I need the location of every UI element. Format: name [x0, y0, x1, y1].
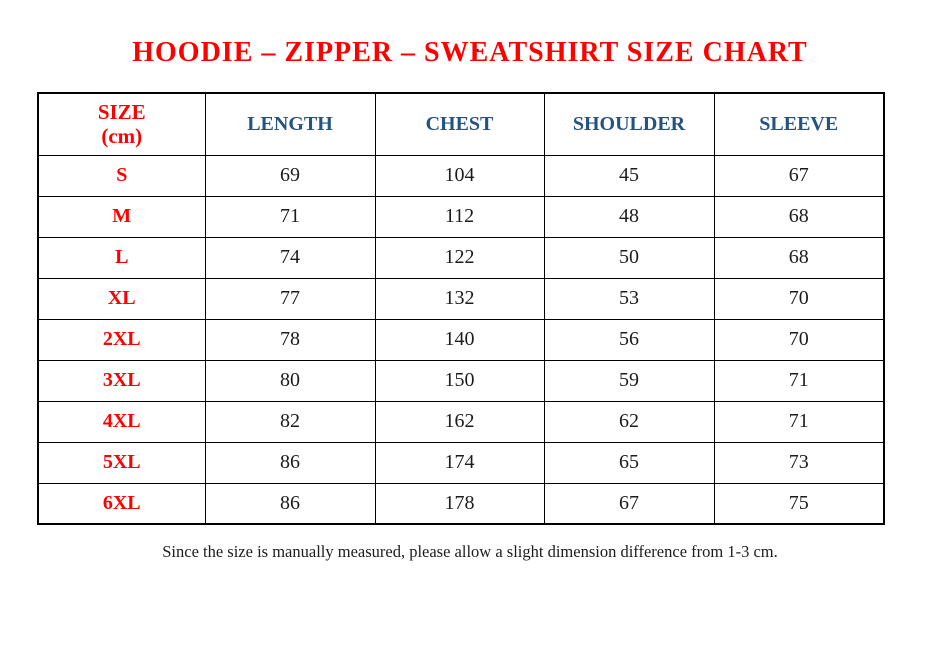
page-title: HOODIE – ZIPPER – SWEATSHIRT SIZE CHART	[132, 37, 808, 68]
size-cell: S	[37, 154, 206, 197]
length-cell: 74	[204, 236, 376, 279]
table-row-6xl: 6XL 86 178 67 75	[37, 482, 885, 525]
table-row-l: L 74 122 50 68	[37, 236, 885, 279]
size-cell: 6XL	[37, 482, 206, 525]
sleeve-cell: 73	[713, 441, 885, 484]
chest-cell: 174	[374, 441, 545, 484]
column-header-chest: CHEST	[374, 92, 545, 156]
table-row-xl: XL 77 132 53 70	[37, 277, 885, 320]
table-row-3xl: 3XL 80 150 59 71	[37, 359, 885, 402]
sleeve-cell: 68	[713, 195, 885, 238]
size-cell: L	[37, 236, 206, 279]
chest-cell: 122	[374, 236, 545, 279]
chest-cell: 132	[374, 277, 545, 320]
length-cell: 69	[204, 154, 376, 197]
shoulder-cell: 67	[543, 482, 715, 525]
sleeve-cell: 70	[713, 277, 885, 320]
chest-cell: 140	[374, 318, 545, 361]
chest-cell: 104	[374, 154, 545, 197]
chest-cell: 150	[374, 359, 545, 402]
column-header-shoulder: SHOULDER	[543, 92, 715, 156]
sleeve-cell: 67	[713, 154, 885, 197]
shoulder-cell: 48	[543, 195, 715, 238]
chest-cell: 178	[374, 482, 545, 525]
measurement-disclaimer: Since the size is manually measured, ple…	[162, 542, 778, 561]
length-cell: 86	[204, 482, 376, 525]
column-header-size: SIZE (cm)	[37, 92, 206, 156]
size-cell: 4XL	[37, 400, 206, 443]
chest-cell: 112	[374, 195, 545, 238]
size-cell: M	[37, 195, 206, 238]
size-cell: 2XL	[37, 318, 206, 361]
size-cell: XL	[37, 277, 206, 320]
shoulder-cell: 62	[543, 400, 715, 443]
length-cell: 78	[204, 318, 376, 361]
table-row-2xl: 2XL 78 140 56 70	[37, 318, 885, 361]
size-cell: 3XL	[37, 359, 206, 402]
table-row-5xl: 5XL 86 174 65 73	[37, 441, 885, 484]
shoulder-cell: 45	[543, 154, 715, 197]
chest-cell: 162	[374, 400, 545, 443]
shoulder-cell: 50	[543, 236, 715, 279]
table-row-s: S 69 104 45 67	[37, 154, 885, 197]
table-row-4xl: 4XL 82 162 62 71	[37, 400, 885, 443]
size-header-line2: (cm)	[101, 124, 143, 149]
size-cell: 5XL	[37, 441, 206, 484]
sleeve-cell: 75	[713, 482, 885, 525]
shoulder-cell: 59	[543, 359, 715, 402]
header-row: SIZE (cm) LENGTH CHEST SHOULDER SLEEVE	[37, 92, 885, 156]
sleeve-cell: 70	[713, 318, 885, 361]
column-header-length: LENGTH	[204, 92, 376, 156]
sleeve-cell: 68	[713, 236, 885, 279]
sleeve-cell: 71	[713, 400, 885, 443]
table-row-m: M 71 112 48 68	[37, 195, 885, 238]
shoulder-cell: 65	[543, 441, 715, 484]
length-cell: 71	[204, 195, 376, 238]
length-cell: 86	[204, 441, 376, 484]
top-period-mark: .	[476, 40, 480, 55]
length-cell: 82	[204, 400, 376, 443]
length-cell: 77	[204, 277, 376, 320]
shoulder-cell: 53	[543, 277, 715, 320]
sleeve-cell: 71	[713, 359, 885, 402]
size-header-line1: SIZE	[97, 100, 146, 125]
shoulder-cell: 56	[543, 318, 715, 361]
size-chart-table: SIZE (cm) LENGTH CHEST SHOULDER SLEEVE S…	[37, 92, 885, 525]
column-header-sleeve: SLEEVE	[713, 92, 885, 156]
length-cell: 80	[204, 359, 376, 402]
